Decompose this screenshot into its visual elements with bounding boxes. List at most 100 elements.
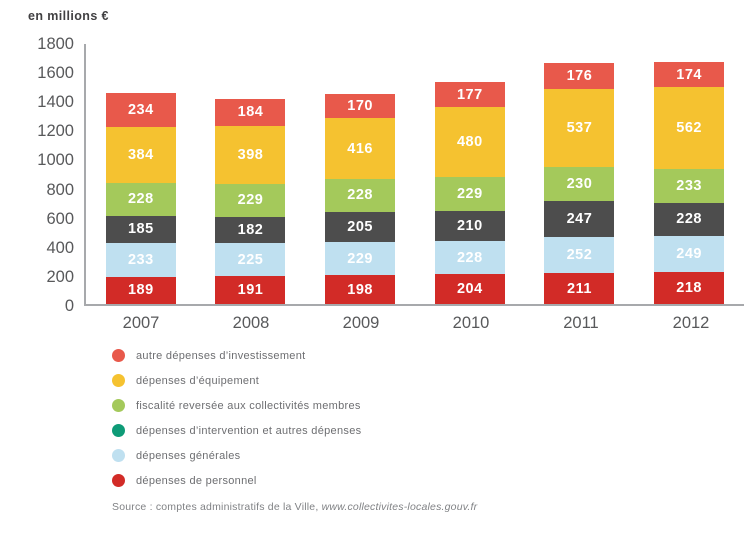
bar-segment: 211	[544, 273, 615, 304]
legend-item-label: dépenses de personnel	[136, 474, 257, 487]
bar-segment-value: 211	[567, 280, 592, 297]
bar-segment: 230	[544, 167, 615, 201]
legend-dot-icon	[112, 474, 125, 487]
bar-segment: 174	[654, 61, 725, 88]
bar-segment-value: 170	[347, 97, 373, 114]
bar-segment-value: 198	[347, 281, 373, 298]
bar-segment: 185	[105, 215, 176, 243]
y-axis-tick-label: 1400	[37, 93, 74, 112]
bar-segment-value: 228	[456, 249, 483, 266]
bar-segment-value: 185	[127, 221, 154, 238]
bar-segment-value: 218	[676, 280, 702, 297]
legend-item: dépenses de personnel	[112, 468, 361, 493]
y-axis-tick-label: 800	[46, 180, 74, 199]
bar-segment: 247	[544, 200, 615, 237]
bar-segment: 234	[105, 92, 176, 127]
bar-segment-value: 174	[676, 66, 702, 83]
y-axis-tick-label: 1800	[37, 35, 74, 53]
legend-dot-icon	[112, 424, 125, 437]
x-axis-label: 2011	[563, 314, 599, 332]
legend-item: fiscalité reversée aux collectivités mem…	[112, 393, 361, 418]
plot-area: 234 384 228 185 233 189 184 398 229 182 225 191 170 4…	[84, 44, 744, 306]
bar-segment-value: 230	[566, 175, 593, 192]
legend-item: autre dépenses d’investissement	[112, 343, 361, 368]
bar-segment: 189	[105, 276, 176, 304]
bar-segment-value: 234	[127, 101, 154, 118]
bar-2010: 177 480 229 210 228 204	[434, 81, 505, 304]
legend-item-label: dépenses générales	[136, 449, 241, 462]
legend-dot-icon	[112, 349, 125, 362]
legend-item: dépenses d’équipement	[112, 368, 361, 393]
bar-segment-value: 177	[456, 86, 483, 103]
bar-2008: 184 398 229 182 225 191	[215, 98, 286, 304]
source-url: www.collectivites-locales.gouv.fr	[321, 501, 478, 513]
bar-segment-value: 228	[347, 187, 373, 204]
bar-segment-value: 204	[456, 281, 483, 298]
bar-segment: 229	[215, 183, 286, 217]
bar-segment-value: 229	[347, 250, 373, 267]
legend-item-label: dépenses d’équipement	[136, 374, 260, 387]
bar-segment-value: 249	[676, 246, 702, 263]
legend-dot-icon	[112, 449, 125, 462]
y-axis-tick-label: 1600	[37, 64, 74, 83]
x-axis: 2007 2008 2009 2010 2011 2012	[86, 314, 746, 333]
bar-segment: 191	[215, 276, 286, 304]
bar-2009: 170 416 228 205 229 198	[325, 93, 396, 304]
bar-segment: 177	[434, 81, 505, 108]
bar-2011: 176 537 230 247 252 211	[544, 63, 615, 304]
y-axis-unit-label: en millions €	[28, 9, 109, 23]
legend-item: dépenses d’intervention et autres dépens…	[112, 418, 361, 443]
bar-segment: 229	[434, 177, 505, 211]
y-axis-tick-label: 1200	[37, 122, 74, 141]
bar-group: 234 384 228 185 233 189 184 398 229 182 225 191 170 4…	[86, 44, 744, 304]
bar-segment: 228	[105, 182, 176, 216]
bar-segment: 480	[434, 107, 505, 178]
bar-segment: 562	[654, 87, 725, 169]
bar-segment-value: 247	[566, 210, 593, 227]
y-axis-tick-label: 0	[64, 297, 74, 315]
source-text: Source : comptes administratifs de la Vi…	[112, 501, 322, 513]
legend-dot-icon	[112, 374, 125, 387]
bar-segment-value: 210	[456, 217, 483, 234]
y-axis-tick-label: 1000	[37, 151, 74, 170]
bar-segment: 170	[325, 93, 396, 119]
bar-segment: 233	[105, 242, 176, 277]
bar-segment: 229	[325, 241, 396, 276]
bar-segment-value: 182	[237, 222, 264, 239]
bar-segment: 182	[215, 216, 286, 244]
legend: autre dépenses d’investissement dépenses …	[112, 343, 361, 493]
bar-2012: 174 562 233 228 249 218	[654, 61, 725, 304]
legend-item-label: fiscalité reversée aux collectivités mem…	[136, 399, 361, 412]
bar-segment: 176	[544, 63, 615, 90]
bar-segment: 249	[654, 236, 725, 273]
bar-segment-value: 176	[566, 68, 593, 85]
bar-segment: 228	[654, 202, 725, 237]
x-axis-label: 2010	[452, 314, 490, 332]
bar-segment: 384	[105, 126, 176, 183]
bar-segment-value: 233	[676, 177, 702, 194]
y-axis-tick-label: 600	[46, 209, 74, 228]
x-axis-label: 2012	[672, 314, 710, 332]
bar-segment-value: 184	[237, 104, 264, 121]
bar-segment: 204	[434, 274, 505, 304]
bar-segment-value: 384	[127, 146, 154, 163]
bar-segment: 184	[215, 98, 286, 126]
x-axis-label: 2008	[232, 314, 270, 332]
bar-segment-value: 229	[456, 185, 483, 202]
bar-segment-value: 189	[127, 282, 154, 299]
bar-segment-value: 252	[566, 246, 593, 263]
bar-segment-value: 205	[347, 218, 373, 235]
bar-segment-value: 228	[127, 191, 154, 208]
bar-segment: 218	[654, 272, 725, 304]
bar-segment-value: 225	[237, 251, 264, 268]
y-axis-tick-label: 200	[46, 267, 74, 286]
legend-dot-icon	[112, 399, 125, 412]
bar-segment-value: 229	[237, 192, 264, 209]
x-axis-label: 2009	[342, 314, 380, 332]
legend-item: dépenses générales	[112, 443, 361, 468]
bar-segment: 416	[325, 118, 396, 179]
bar-segment-value: 537	[566, 120, 593, 137]
bar-segment: 205	[325, 212, 396, 242]
bar-segment-value: 480	[456, 134, 483, 151]
